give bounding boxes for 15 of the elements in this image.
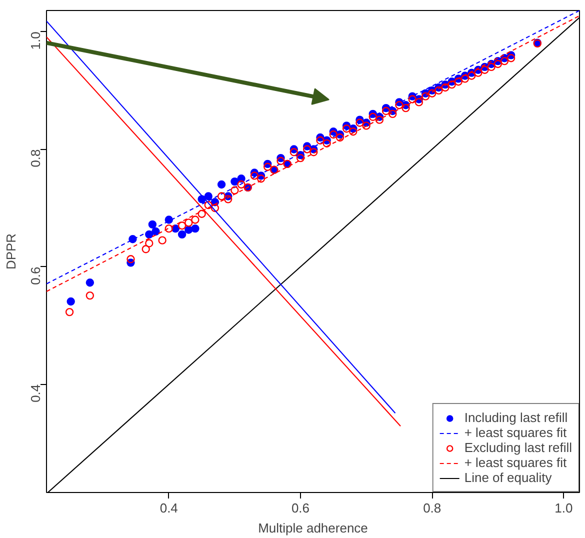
- y-tick-label: 1.0: [28, 32, 43, 50]
- x-axis-title: Multiple adherence: [258, 520, 368, 536]
- legend-label: + least squares fit: [464, 425, 567, 440]
- y-tick-label: 0.4: [28, 384, 43, 402]
- legend-label: Including last refill: [464, 410, 568, 425]
- x-tick-label: 0.4: [160, 500, 178, 516]
- legend-label: Excluding last refill: [464, 440, 572, 455]
- x-tick-label: 1.0: [554, 500, 573, 516]
- legend-label: Line of equality: [464, 470, 552, 485]
- y-axis-title: DPPR: [4, 233, 18, 270]
- y-tick-label: 0.8: [28, 149, 43, 168]
- y-tick-label: 0.6: [28, 266, 43, 285]
- x-tick-label: 0.8: [423, 500, 442, 516]
- legend-label: + least squares fit: [464, 455, 567, 470]
- x-tick-label: 0.6: [291, 500, 310, 516]
